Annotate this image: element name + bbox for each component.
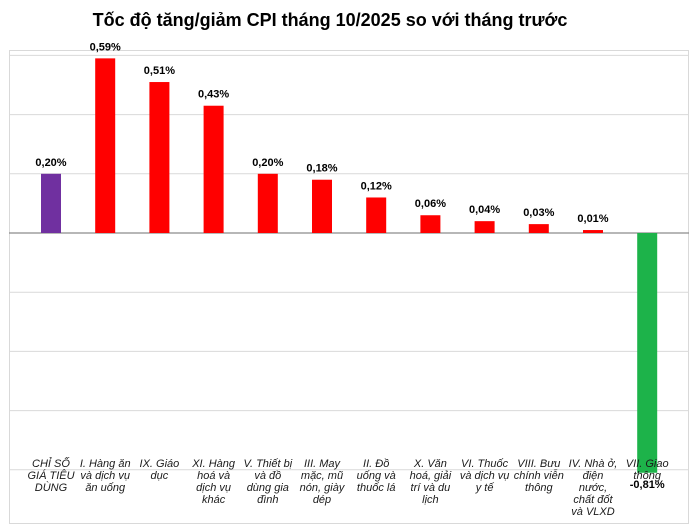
value-labels: 0,20% 0,59% 0,51% 0,43% 0,20% 0,18% 0,12% 0,06%… [35,41,664,490]
category-label-4: XI. Hàng hoá và dịch vụ khác [191,458,236,506]
category-label-7: II. Đồ uống và thuốc lá [357,458,396,494]
bar-4 [203,105,224,233]
bar-7 [366,197,387,233]
bar-6 [312,179,332,233]
value-label-8: 0,06% [415,198,446,210]
category-label-8: X. Văn hoá, giải trí và du lịch [410,458,452,506]
value-label-7: 0,12% [361,180,392,192]
category-label-9: VI. Thuốc và dịch vụ y tế [460,458,510,494]
value-label-11: 0,01% [577,213,608,225]
value-label-1: 0,20% [35,157,66,169]
value-label-4: 0,43% [198,89,229,101]
category-label-10: VIII. Bưu chính viễn thông [514,458,564,494]
chart-title: Tốc độ tăng/giảm CPI tháng 10/2025 so vớ… [92,10,568,30]
bar-12 [637,233,658,473]
bar-10 [528,224,549,233]
bar-11 [583,230,603,233]
category-label-12: VII. Giao thông [626,458,669,482]
bar-2 [95,58,116,233]
category-label-3: IX. Giáo dục [140,458,180,482]
bar-5 [257,173,278,233]
category-label-2: I. Hàng ăn và dịch vụ ăn uống [80,458,131,494]
bar-1 [41,173,61,233]
bar-9 [474,221,495,233]
grid-lines [9,54,689,471]
value-label-9: 0,04% [469,204,500,216]
value-label-6: 0,18% [306,163,337,175]
category-label-5: V. Thiết bị và đồ dùng gia đình [243,458,292,506]
value-label-3: 0,51% [144,65,175,77]
value-label-12: -0,81% [630,479,665,491]
bars [41,58,658,473]
category-label-11: IV. Nhà ở, điện nước, chất đốt và VLXD [569,458,618,518]
chart-frame [9,50,689,524]
bar-8 [420,215,441,233]
bar-3 [149,82,170,233]
value-label-10: 0,03% [523,207,554,219]
value-label-5: 0,20% [252,157,283,169]
category-label-1: CHỈ SỐ GIÁ TIÊU DÙNG [27,457,74,494]
category-label-6: III. May mặc, mũ nón, giày dép [300,458,346,506]
value-label-2: 0,59% [90,41,121,53]
